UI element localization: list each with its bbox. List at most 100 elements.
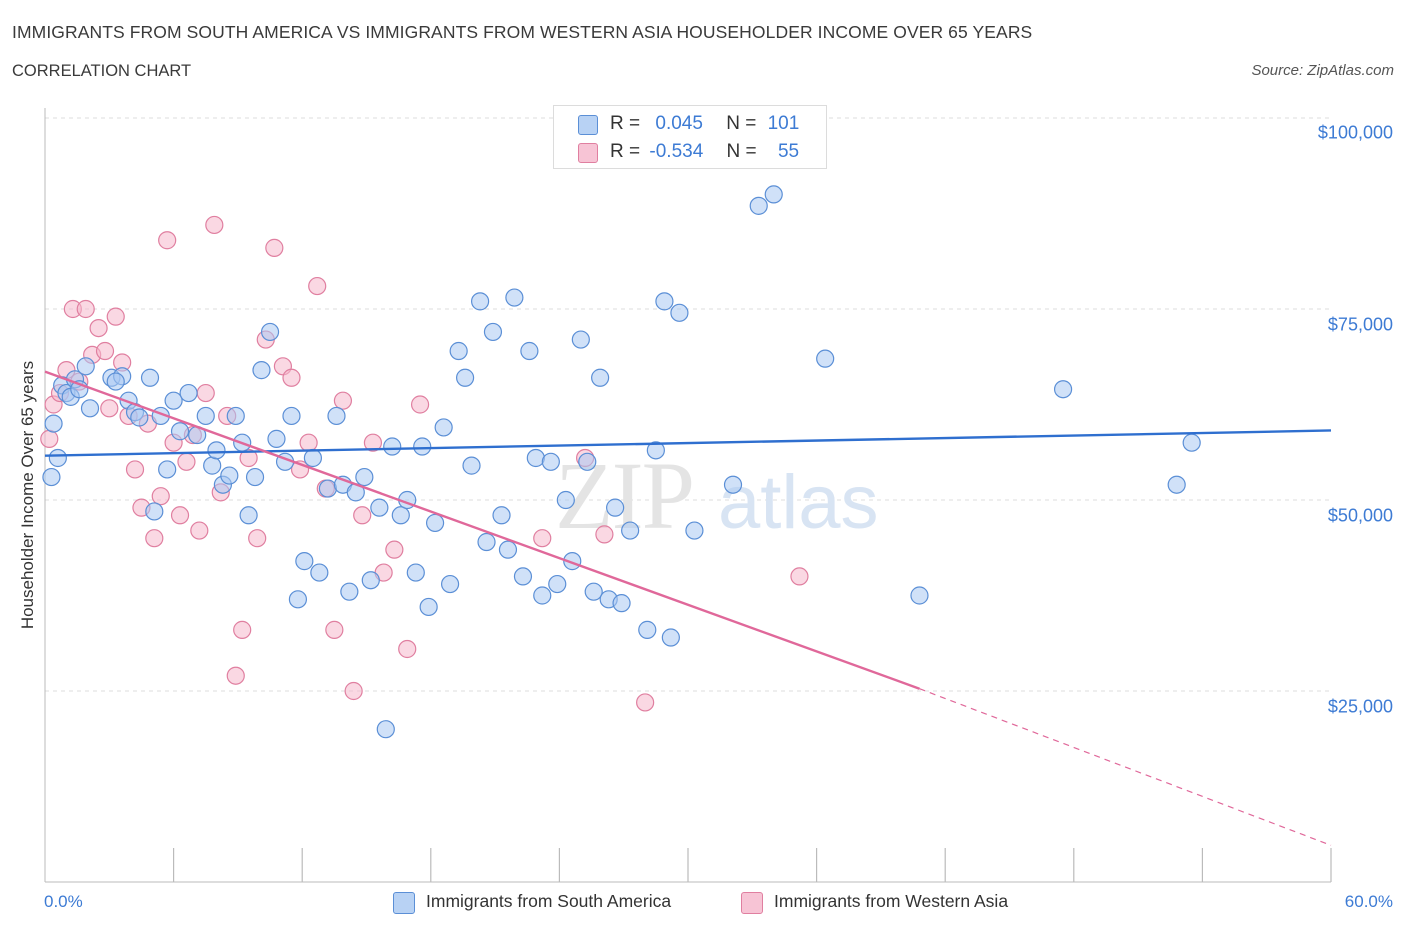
south-america-point [179, 383, 198, 403]
y-tick-label: $25,000 [1327, 696, 1393, 717]
western-asia-point [190, 521, 209, 540]
south-america-point [483, 322, 503, 342]
south-america-point [578, 452, 597, 471]
south-america-point [383, 437, 402, 456]
south-america-point [106, 372, 125, 391]
western-asia-point [145, 529, 164, 548]
western-asia-point [398, 639, 417, 659]
south-america-point [164, 391, 183, 410]
south-america-point [685, 521, 704, 540]
western-asia-point [196, 383, 215, 403]
western-asia-point [125, 460, 145, 479]
south-america-point [245, 467, 265, 487]
south-america-point [310, 563, 329, 582]
source-label: Source: ZipAtlas.com [1251, 62, 1394, 79]
western-asia-point [533, 529, 552, 548]
western-asia-point [177, 452, 196, 471]
south-america-point [434, 418, 453, 437]
western-asia-point [248, 529, 267, 548]
western-asia-point [239, 448, 258, 468]
south-america-point [130, 408, 149, 427]
south-america-point [413, 437, 432, 456]
x-min-label: 0.0% [44, 892, 83, 911]
south-america-point [318, 479, 338, 498]
western-asia-point [308, 276, 327, 296]
south-america-point [361, 571, 380, 590]
western-asia-point [595, 525, 614, 544]
south-america-point [158, 460, 177, 479]
south-america-point [170, 422, 190, 441]
south-america-point [492, 506, 511, 525]
south-america-point [295, 552, 314, 571]
south-america-point [340, 582, 359, 601]
south-america-point [526, 448, 545, 468]
series-south-america-points [42, 139, 1201, 739]
western-asia-point [344, 681, 363, 701]
n-label: N = [726, 113, 757, 134]
axes [44, 108, 1332, 883]
south-america-point [355, 467, 374, 487]
south-america-point [749, 196, 768, 215]
south-america-point [44, 414, 63, 433]
r-label: R = [610, 113, 641, 134]
correlation-legend: R = 0.045 N = 101 R = -0.534 N = 55 [553, 105, 827, 169]
western-asia-point [282, 368, 301, 387]
south-america-point [391, 506, 410, 525]
south-america-point [541, 452, 560, 471]
south-america-point [303, 448, 323, 468]
chart-title: IMMIGRANTS FROM SOUTH AMERICA VS IMMIGRA… [12, 22, 1033, 42]
south-america-point [498, 540, 518, 559]
south-america-point [252, 361, 271, 380]
chart-subtitle: CORRELATION CHART [12, 62, 192, 80]
south-america-point [282, 406, 301, 426]
south-america-point [556, 490, 575, 510]
trend-lines [44, 370, 1332, 846]
south-america-point [449, 341, 468, 361]
south-america-point [816, 349, 835, 368]
south-america-point [670, 303, 689, 322]
western-asia-point [790, 567, 809, 586]
pink-swatch [741, 892, 763, 914]
r-label: R = [610, 141, 641, 162]
south-america-point [455, 368, 475, 387]
south-america-point [621, 521, 640, 540]
western-asia-point [226, 666, 245, 685]
south-america-point [406, 563, 425, 582]
pink-swatch [578, 143, 598, 163]
south-america-point [470, 292, 490, 311]
x-max-label: 60.0% [1344, 892, 1393, 911]
south-america-point [462, 456, 481, 475]
western-asia-point [95, 341, 115, 361]
south-america-point [288, 590, 308, 609]
south-america-point [764, 185, 783, 204]
south-america-point [440, 574, 460, 594]
south-america-point [226, 406, 245, 426]
western-asia-point [410, 395, 430, 414]
western-asia-point [636, 693, 655, 712]
western-asia-point [89, 319, 108, 338]
western-asia-point [363, 433, 383, 452]
r-value: -0.534 [649, 141, 704, 162]
south-america-point [80, 399, 100, 418]
y-tick-label: $75,000 [1327, 314, 1393, 335]
south-america-point [520, 341, 539, 361]
legend-label: Immigrants from Western Asia [774, 891, 1009, 911]
legend-label: Immigrants from South America [426, 891, 672, 911]
south-america-point [505, 288, 524, 307]
western-asia-point [333, 391, 353, 410]
south-america-point [203, 456, 222, 475]
south-america-trend-line [44, 429, 1332, 457]
south-america-point [239, 506, 258, 525]
western-asia-point [170, 506, 190, 525]
south-america-point [548, 574, 567, 594]
blue-swatch [578, 115, 598, 135]
south-america-point [646, 441, 665, 460]
western-asia-point [233, 620, 252, 639]
south-america-point [606, 498, 625, 517]
south-america-point [655, 292, 674, 311]
south-america-point [1053, 380, 1073, 399]
western-asia-point [325, 620, 344, 639]
western-asia-point [106, 307, 125, 326]
y-axis-label: Householder Income Over 65 years [18, 360, 37, 630]
